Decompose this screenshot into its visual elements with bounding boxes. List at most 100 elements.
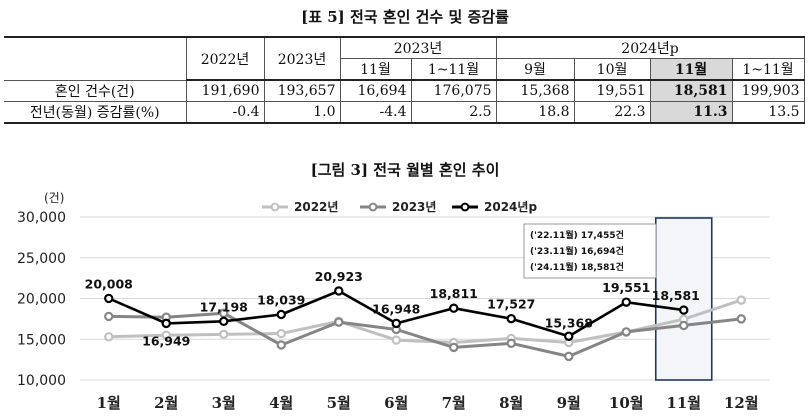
col-header-2022: 2022년 (185, 36, 265, 81)
table-cell: 199,903 (731, 79, 805, 102)
legend-marker (368, 202, 378, 212)
col-group-2023: 2023년 (339, 36, 497, 59)
data-point (104, 332, 114, 342)
x-axis-ticks: 1월 2월 3월 4월 5월 6월 7월 8월 9월 10월 11월 12월 (97, 394, 759, 412)
data-point (104, 293, 114, 304)
data-label: 16,949 (142, 333, 190, 348)
table-cell: -0.4 (185, 101, 265, 124)
legend-marker (270, 202, 280, 212)
col-header-sub: 1~11월 (410, 58, 497, 81)
data-label: 17,527 (487, 297, 535, 312)
data-point (161, 318, 171, 329)
x-tick-label: 5월 (327, 394, 351, 412)
x-tick-label: 4월 (269, 394, 293, 412)
table-cell: 16,694 (339, 79, 412, 102)
x-tick-label: 9월 (557, 394, 581, 412)
data-point (621, 297, 631, 307)
y-axis-unit: (건) (44, 191, 64, 205)
data-point (736, 295, 746, 305)
table-cell: 2.5 (410, 101, 497, 124)
data-point (161, 330, 171, 340)
data-point (736, 314, 746, 324)
data-labels: 20,008 16,949 17,198 18,039 20,923 16,948 18,8… (85, 269, 700, 348)
data-label: 20,923 (315, 269, 363, 284)
col-header-sub: 1~11월 (731, 58, 805, 81)
figure-title: [그림 3] 전국 월별 혼인 추이 (310, 161, 500, 179)
table-cell: 176,075 (410, 79, 497, 102)
y-axis-ticks: 10,000 15,000 20,000 25,000 30,000 (17, 210, 66, 389)
data-point (334, 286, 344, 296)
table-cell: -4.4 (339, 101, 412, 124)
x-tick-label: 11월 (666, 394, 701, 412)
table-cell-highlight: 11.3 (649, 101, 733, 124)
x-tick-label: 6월 (384, 394, 408, 412)
table-corner (4, 36, 187, 81)
series-lines (104, 286, 746, 362)
data-label: 19,551 (602, 280, 650, 295)
table-title: [표 5] 전국 혼인 건수 및 증감률 (301, 8, 509, 26)
table-cell: 15,368 (495, 79, 575, 102)
x-tick-label: 1월 (97, 394, 121, 412)
data-label: 18,811 (430, 286, 478, 301)
col-header-sub: 9월 (495, 58, 575, 81)
legend: 2022년 2023년 2024년p (262, 200, 537, 214)
x-tick-label: 10월 (609, 394, 644, 412)
data-point (621, 327, 631, 337)
data-point (391, 318, 401, 329)
annotation-line: ('22.11월) 17,455건 (530, 229, 624, 241)
annotation-line: ('24.11월) 18,581건 (530, 261, 624, 273)
col-header-sub: 10월 (573, 58, 651, 81)
table-cell: 13.5 (731, 101, 805, 124)
data-point (679, 320, 689, 331)
data-point (506, 313, 516, 324)
marriage-stats-table: 2022년 2023년 2023년 2024년p 11월 1~11월 9월 10… (4, 36, 805, 124)
y-tick-label: 25,000 (17, 251, 66, 267)
data-label: 20,008 (85, 276, 133, 291)
data-point (449, 342, 459, 353)
data-point (219, 329, 229, 340)
data-point (391, 335, 401, 345)
data-label: 15,368 (545, 315, 593, 330)
table-cell: 191,690 (185, 79, 265, 102)
data-label: 18,039 (257, 292, 305, 307)
data-point (506, 338, 516, 349)
x-tick-label: 8월 (499, 394, 523, 412)
x-tick-label: 3월 (212, 394, 236, 412)
annotation-line: ('23.11월) 16,694건 (530, 245, 624, 257)
november-annotation-box: ('22.11월) 17,455건 ('23.11월) 16,694건 ('24… (523, 223, 657, 279)
data-label: 16,948 (372, 301, 420, 316)
y-tick-label: 10,000 (17, 373, 66, 389)
data-point (276, 328, 286, 339)
x-tick-label: 7월 (442, 394, 466, 412)
table-cell: 18.8 (495, 101, 575, 124)
monthly-marriage-chart: (건) 10,000 15,000 20,000 25,000 30,000 1월 2월 3… (17, 191, 770, 412)
x-tick-label: 12월 (724, 394, 759, 412)
data-point (334, 317, 344, 327)
col-header-2023: 2023년 (263, 36, 341, 81)
table-cell: 22.3 (573, 101, 651, 124)
legend-label: 2024년p (484, 200, 537, 214)
y-tick-label: 30,000 (17, 210, 66, 226)
legend-label: 2023년 (392, 200, 436, 214)
y-tick-label: 20,000 (17, 292, 66, 308)
data-label: 18,581 (652, 288, 700, 303)
legend-label: 2022년 (294, 200, 338, 214)
data-point (449, 303, 459, 313)
y-tick-label: 15,000 (17, 332, 66, 348)
data-label: 17,198 (200, 299, 248, 314)
data-point (564, 351, 574, 362)
data-point (219, 316, 229, 327)
x-tick-label: 2월 (154, 394, 178, 412)
data-point (276, 340, 286, 350)
row-label: 전년(동월) 증감률(%) (4, 101, 187, 124)
data-point (679, 305, 689, 315)
table-cell-highlight: 18,581 (649, 79, 733, 102)
data-point (104, 311, 114, 322)
col-header-sub: 11월 (339, 58, 412, 81)
november-highlight-box (654, 217, 713, 381)
data-point (564, 331, 574, 341)
data-point (276, 309, 286, 320)
table-cell: 193,657 (263, 79, 341, 102)
legend-marker (460, 202, 470, 212)
table-cell: 19,551 (573, 79, 651, 102)
